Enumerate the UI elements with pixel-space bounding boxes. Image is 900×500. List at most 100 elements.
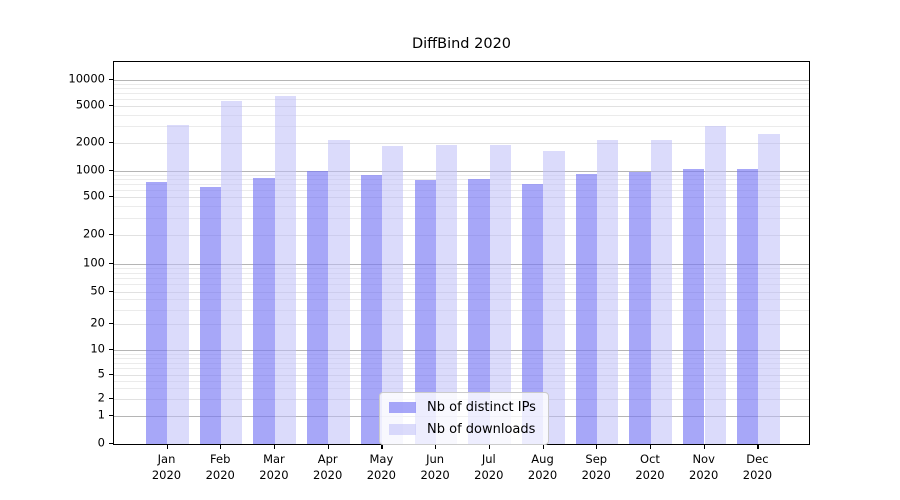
y-tick-label: 0 — [97, 435, 105, 450]
y-tick-label: 500 — [83, 188, 105, 203]
x-tick-mark — [166, 445, 168, 449]
gridline — [114, 170, 809, 172]
x-tick-label: Feb 2020 — [205, 452, 235, 483]
gridline — [114, 98, 809, 100]
y-tick-label: 1 — [97, 407, 105, 422]
y-tick-mark — [109, 104, 113, 106]
bar-distinct-ips — [146, 182, 168, 444]
legend-item-distinct-ips: Nb of distinct IPs — [389, 400, 536, 415]
y-tick-mark — [109, 398, 113, 400]
x-tick-label: Sep 2020 — [581, 452, 611, 483]
y-tick-mark — [109, 169, 113, 171]
gridline — [114, 380, 809, 382]
x-tick-mark — [757, 445, 759, 449]
gridline — [114, 368, 809, 370]
legend-swatch-distinct-ips — [389, 402, 416, 413]
y-tick-label: 10000 — [68, 71, 105, 86]
gridline — [114, 197, 809, 198]
y-tick-label: 5 — [97, 366, 105, 381]
bar-downloads — [704, 125, 726, 444]
bar-downloads — [543, 150, 565, 444]
gridline — [114, 299, 809, 301]
y-tick-label: 5000 — [75, 96, 105, 111]
gridline — [114, 93, 809, 95]
bar-downloads — [650, 139, 673, 444]
bar-downloads — [274, 96, 297, 444]
x-tick-mark — [220, 445, 222, 449]
gridline — [114, 362, 809, 364]
x-tick-mark — [435, 445, 437, 449]
y-tick-mark — [109, 79, 113, 81]
y-tick-mark — [109, 263, 113, 265]
gridline — [114, 235, 809, 236]
gridline — [114, 324, 809, 325]
gridline — [114, 358, 809, 360]
gridline — [114, 284, 809, 286]
gridline — [114, 80, 809, 81]
bar-downloads — [597, 140, 619, 444]
x-tick-label: Jan 2020 — [151, 452, 182, 483]
bars-layer — [114, 62, 809, 444]
bar-distinct-ips — [199, 187, 222, 444]
bar-distinct-ips — [575, 173, 598, 444]
bar-distinct-ips — [629, 172, 651, 444]
x-tick-label: Aug 2020 — [527, 452, 558, 483]
y-tick-label: 200 — [83, 226, 105, 241]
gridline — [114, 218, 809, 220]
y-tick-mark — [109, 142, 113, 144]
x-tick-mark — [703, 445, 705, 449]
legend-item-downloads: Nb of downloads — [389, 422, 536, 437]
gridline — [114, 264, 809, 265]
gridline — [114, 126, 809, 128]
bar-downloads — [758, 133, 780, 444]
bar-distinct-ips — [360, 174, 383, 444]
x-tick-mark — [488, 445, 490, 449]
y-tick-label: 20 — [90, 315, 105, 330]
bar-distinct-ips — [253, 177, 275, 444]
x-tick-mark — [542, 445, 544, 449]
x-tick-mark — [327, 445, 329, 449]
y-tick-mark — [109, 323, 113, 325]
gridline — [114, 179, 809, 181]
y-tick-mark — [109, 349, 113, 351]
x-tick-mark — [273, 445, 276, 449]
chart-title: DiffBind 2020 — [411, 36, 512, 52]
bar-distinct-ips — [468, 179, 490, 444]
x-tick-label: Nov 2020 — [689, 452, 719, 483]
bar-downloads — [221, 101, 243, 444]
bar-downloads — [435, 145, 458, 444]
x-tick-label: Jul 2020 — [474, 452, 504, 483]
y-tick-label: 2000 — [75, 134, 105, 149]
bar-distinct-ips — [683, 168, 705, 444]
gridline — [114, 278, 809, 280]
bar-distinct-ips — [307, 170, 329, 444]
y-tick-mark — [109, 290, 113, 292]
y-tick-label: 100 — [83, 255, 105, 270]
gridline — [114, 375, 809, 376]
gridline — [114, 88, 809, 90]
bar-distinct-ips — [736, 168, 759, 444]
gridline — [114, 184, 809, 186]
y-tick-label: 2 — [97, 390, 105, 405]
gridline — [114, 83, 809, 85]
gridline — [114, 268, 809, 270]
x-tick-label: Apr 2020 — [313, 452, 343, 483]
gridline — [114, 388, 809, 390]
y-tick-mark — [109, 443, 113, 445]
x-tick-mark — [381, 445, 383, 449]
gridline — [114, 272, 809, 274]
x-tick-label: Oct 2020 — [635, 452, 665, 483]
x-tick-label: Jun 2020 — [420, 452, 450, 483]
gridline — [114, 291, 809, 293]
gridline — [114, 309, 809, 311]
legend-label-downloads: Nb of downloads — [427, 422, 536, 437]
gridline — [114, 350, 809, 351]
gridline — [114, 190, 809, 192]
bar-downloads — [328, 140, 350, 444]
x-tick-label: Dec 2020 — [742, 452, 773, 483]
y-tick-mark — [109, 234, 113, 236]
x-tick-mark — [596, 445, 598, 449]
y-tick-label: 50 — [90, 282, 105, 297]
bar-distinct-ips — [522, 184, 544, 444]
